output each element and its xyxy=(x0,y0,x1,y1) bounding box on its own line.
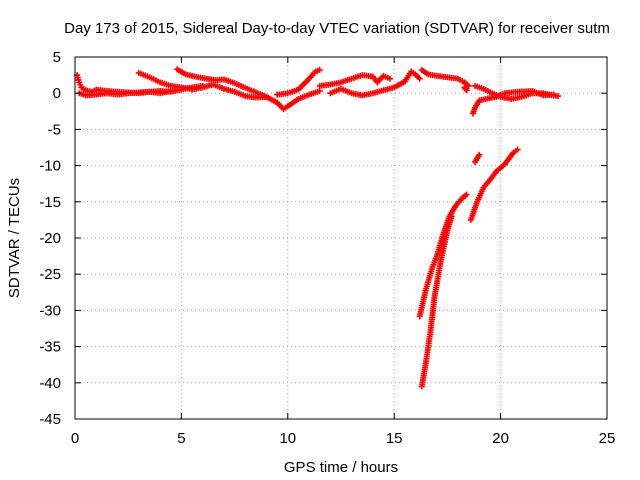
x-tick-label: 10 xyxy=(279,430,296,447)
y-tick-label: -25 xyxy=(39,266,61,283)
series-arc-15 xyxy=(467,146,521,223)
y-tick-label: -40 xyxy=(39,375,61,392)
series-arc-16 xyxy=(472,151,483,165)
y-tick-label: -10 xyxy=(39,158,61,175)
data-point xyxy=(316,67,323,74)
data-point xyxy=(555,93,562,100)
y-tick-label: -30 xyxy=(39,302,61,319)
series-arc-9 xyxy=(418,67,472,89)
data-points xyxy=(74,66,562,390)
series-arc-8 xyxy=(327,68,423,99)
y-axis-label: SDTVAR / TECUs xyxy=(6,178,23,298)
series-arc-6 xyxy=(274,67,323,98)
data-point xyxy=(386,75,393,82)
chart-title: Day 173 of 2015, Sidereal Day-to-day VTE… xyxy=(64,20,610,37)
data-point xyxy=(463,191,470,198)
x-tick-label: 5 xyxy=(177,430,185,447)
series-arc-10 xyxy=(461,84,470,94)
y-axis: 5 0 -5 -10 -15 -20 -25 -30 -35 -40 -45 xyxy=(39,49,607,428)
x-axis: 0 5 10 15 20 25 xyxy=(71,57,616,447)
series-arc-2 xyxy=(76,88,174,99)
y-tick-label: -5 xyxy=(48,121,61,138)
x-tick-label: 0 xyxy=(71,430,79,447)
series-arc-14 xyxy=(418,213,455,390)
data-point xyxy=(550,91,557,98)
series-arc-5 xyxy=(189,81,323,113)
x-tick-label: 15 xyxy=(386,430,403,447)
data-point xyxy=(465,82,472,89)
y-tick-label: -35 xyxy=(39,339,61,356)
x-tick-label: 20 xyxy=(492,430,509,447)
data-point xyxy=(167,88,174,95)
data-point xyxy=(476,151,483,158)
grid xyxy=(75,57,607,419)
data-point xyxy=(416,75,423,82)
series-arc-12 xyxy=(469,88,557,117)
y-tick-label: -45 xyxy=(39,411,61,428)
data-point xyxy=(463,87,470,94)
y-tick-label: 5 xyxy=(53,49,61,66)
series-arc-7 xyxy=(316,72,393,89)
y-tick-label: -20 xyxy=(39,230,61,247)
data-point xyxy=(316,88,323,95)
series-arc-3 xyxy=(135,69,196,92)
x-axis-label: GPS time / hours xyxy=(284,459,398,476)
data-point xyxy=(448,213,455,220)
y-tick-label: 0 xyxy=(53,85,61,102)
y-tick-label: -15 xyxy=(39,194,61,211)
x-tick-label: 25 xyxy=(599,430,616,447)
series-arc-4 xyxy=(174,66,270,100)
data-point xyxy=(514,146,521,153)
